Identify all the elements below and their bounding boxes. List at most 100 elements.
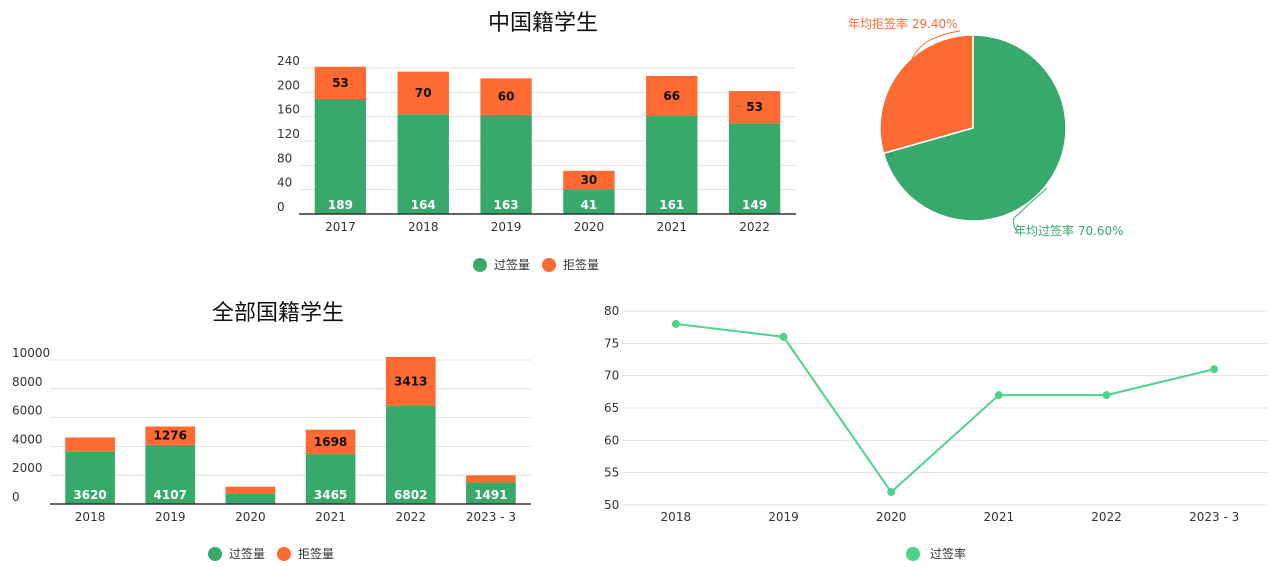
bar-pass <box>563 189 615 214</box>
chart-title: 中国籍学生 <box>488 11 598 36</box>
line-series <box>675 322 1215 494</box>
x-tick-label: 2019 <box>155 510 186 524</box>
y-tick-label: 4000 <box>12 432 43 446</box>
line-point <box>671 319 680 328</box>
legend-label-pass: 过签量 <box>494 257 530 272</box>
bar-pass <box>728 123 781 214</box>
y-tick-label: 80 <box>604 304 619 318</box>
x-tick-label: 2020 <box>876 510 907 524</box>
bar-reject <box>385 356 436 407</box>
bar-reject <box>65 437 115 452</box>
x-tick-label: 2018 <box>408 220 439 234</box>
pie-label-reject: 年均拒签率 29.40% <box>848 16 958 31</box>
data-label-reject: 30 <box>581 173 598 187</box>
bar-pass <box>466 482 516 504</box>
y-tick-label: 200 <box>277 78 300 92</box>
x-tick-label: 2021 <box>656 220 687 234</box>
x-tick-label: 2019 <box>768 510 799 524</box>
data-label-reject: 53 <box>332 76 349 90</box>
x-tick-label: 2021 <box>315 510 346 524</box>
x-tick-label: 2018 <box>75 510 106 524</box>
data-label-pass: 189 <box>328 198 353 212</box>
data-label-reject: 70 <box>415 86 432 100</box>
y-tick-label: 0 <box>277 200 285 214</box>
line-point <box>779 332 788 341</box>
line-point <box>1210 365 1219 374</box>
x-tick-label: 2020 <box>574 220 605 234</box>
legend-label-pass: 过签量 <box>229 546 265 561</box>
bar-pass <box>145 444 196 504</box>
y-tick-label: 240 <box>277 54 300 68</box>
y-tick-label: 60 <box>604 433 619 447</box>
data-label-reject: 3413 <box>394 374 427 388</box>
data-label-reject: 66 <box>663 89 680 103</box>
data-label-pass: 1491 <box>474 488 507 502</box>
bar-reject <box>480 78 532 115</box>
legend-marker-line <box>906 547 920 561</box>
bar-reject <box>563 170 615 190</box>
legend-label-line: 过签率 <box>930 546 966 561</box>
data-label-reject: 60 <box>498 90 515 104</box>
y-tick-label: 50 <box>604 498 619 512</box>
pie-slice <box>879 34 974 155</box>
y-tick-label: 120 <box>277 127 300 141</box>
x-tick-label: 2022 <box>739 220 770 234</box>
data-label-pass: 164 <box>411 198 436 212</box>
legend-marker-reject <box>277 547 291 561</box>
pie-leader-pass <box>1013 187 1048 233</box>
data-label-reject: 1698 <box>314 435 347 449</box>
legend-marker-pass <box>208 547 222 561</box>
y-tick-label: 160 <box>277 103 300 117</box>
bar-pass <box>646 116 698 214</box>
y-tick-label: 80 <box>277 151 292 165</box>
y-tick-label: 2000 <box>12 461 43 475</box>
bar-reject <box>305 429 356 455</box>
data-label-pass: 6802 <box>394 488 427 502</box>
chart-title: 全部国籍学生 <box>212 301 344 326</box>
y-tick-label: 40 <box>277 176 292 190</box>
x-tick-label: 2023 - 3 <box>1189 510 1239 524</box>
legend-label-reject: 拒签量 <box>298 546 334 561</box>
x-tick-label: 2018 <box>661 510 692 524</box>
data-label-reject: 53 <box>746 100 763 114</box>
bar-pass <box>385 406 436 504</box>
data-label-pass: 149 <box>742 198 767 212</box>
data-label-pass: 161 <box>659 198 684 212</box>
bar-pass <box>480 114 532 214</box>
y-tick-label: 70 <box>604 369 619 383</box>
bar-pass <box>305 454 356 504</box>
pie-slice <box>882 34 1067 222</box>
data-label-pass: 3465 <box>314 488 347 502</box>
bar-reject <box>646 75 698 117</box>
bar-reject <box>225 486 276 494</box>
line-point <box>1102 391 1111 400</box>
legend-marker-pass <box>473 258 487 272</box>
x-tick-label: 2021 <box>984 510 1015 524</box>
data-label-pass: 4107 <box>154 488 187 502</box>
x-tick-label: 2022 <box>1091 510 1122 524</box>
bar-reject <box>397 71 449 115</box>
bar-pass <box>225 493 276 504</box>
data-label-pass: 3620 <box>73 488 106 502</box>
bar-reject <box>466 475 516 483</box>
pie-label-pass: 年均过签率 70.60% <box>1014 223 1124 238</box>
y-tick-label: 0 <box>12 490 20 504</box>
pie-leader-reject <box>907 30 961 73</box>
data-label-pass: 163 <box>494 198 519 212</box>
bar-pass <box>314 99 367 214</box>
y-tick-label: 6000 <box>12 404 43 418</box>
x-tick-label: 2017 <box>325 220 356 234</box>
line-point <box>994 391 1003 400</box>
y-tick-label: 75 <box>604 336 619 350</box>
bar-reject <box>314 66 367 100</box>
legend-label-reject: 拒签量 <box>563 257 599 272</box>
line-point <box>887 488 896 497</box>
bar-reject <box>145 426 196 445</box>
y-tick-label: 65 <box>604 401 619 415</box>
bar-pass <box>65 451 115 504</box>
x-tick-label: 2019 <box>491 220 522 234</box>
y-tick-label: 8000 <box>12 375 43 389</box>
bar-reject <box>728 91 781 124</box>
x-tick-label: 2020 <box>235 510 266 524</box>
